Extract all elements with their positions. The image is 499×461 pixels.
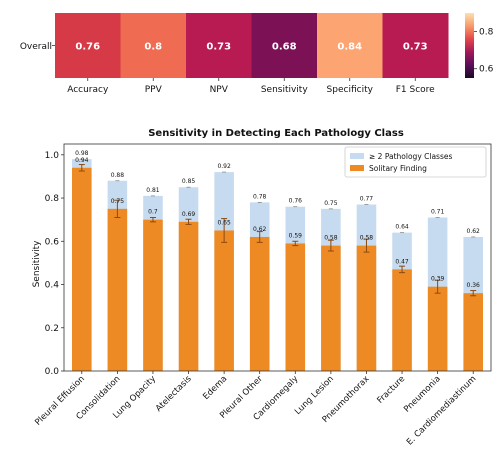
- label-solitary-atelectasis: 0.69: [182, 211, 196, 218]
- legend: ≥ 2 Pathology Classes Solitary Finding: [344, 146, 487, 178]
- bar-solitary-atelectasis: [178, 221, 199, 371]
- x-tick-label-fracture: Fracture: [375, 374, 407, 406]
- label-solitary-fracture: 0.47: [395, 258, 409, 265]
- heatmap-value-sensitivity: 0.68: [272, 42, 297, 53]
- x-tick-label-edema: Edema: [201, 374, 229, 402]
- label-multi-lung-lesion: 0.75: [324, 200, 338, 207]
- bar-solitary-lung-lesion: [321, 245, 341, 371]
- label-solitary-pleural-effusion: 0.94: [75, 157, 89, 164]
- heatmap-value-f1-score: 0.73: [403, 42, 428, 53]
- label-solitary-pneumothorax: 0.58: [360, 235, 374, 242]
- heatmap-column-label-accuracy: Accuracy: [67, 85, 109, 95]
- x-tick-label-atelectasis: Atelectasis: [154, 374, 194, 414]
- heatmap-cell-accuracy: [55, 13, 121, 78]
- y-axis-label: Sensitivity: [32, 240, 42, 288]
- y-tick-label: 1.0: [45, 151, 60, 161]
- bar-solitary-e-cardiomediastinum: [463, 293, 483, 371]
- legend-box: [344, 146, 487, 178]
- heatmap-column-label-f1-score: F1 Score: [396, 85, 435, 95]
- heatmap-column-label-specificity: Specificity: [327, 85, 374, 95]
- colorbar-gradient: [465, 13, 474, 78]
- heatmap-row-label: Overall: [20, 42, 52, 52]
- chart-title: Sensitivity in Detecting Each Pathology …: [148, 128, 404, 139]
- bar-solitary-pleural-effusion: [72, 167, 92, 371]
- label-solitary-lung-lesion: 0.58: [324, 235, 338, 242]
- label-solitary-cardiomegaly: 0.59: [289, 232, 303, 239]
- label-multi-pneumonia: 0.71: [431, 209, 445, 216]
- colorbar-tick-label: 0.6: [479, 65, 494, 75]
- label-multi-cardiomegaly: 0.76: [289, 198, 303, 205]
- label-solitary-lung-opacity: 0.7: [148, 209, 158, 216]
- label-solitary-edema: 0.65: [217, 219, 231, 226]
- heatmap-cell-ppv: [120, 13, 187, 78]
- label-solitary-e-cardiomediastinum: 0.36: [467, 282, 481, 289]
- bar-solitary-fracture: [392, 269, 412, 371]
- colorbar-tick-label: 0.8: [479, 28, 494, 38]
- heatmap-column-label-sensitivity: Sensitivity: [261, 85, 309, 95]
- heatmap-cell-f1-score: [382, 13, 449, 78]
- bar-solitary-pneumonia: [427, 286, 448, 371]
- label-multi-fracture: 0.64: [395, 224, 409, 231]
- heatmap-value-npv: 0.73: [206, 42, 231, 53]
- y-tick-label: 0.2: [45, 324, 59, 334]
- y-tick-label: 0.8: [45, 194, 60, 204]
- label-multi-edema: 0.92: [217, 163, 231, 170]
- legend-swatch-multi: [350, 153, 364, 159]
- label-multi-pleural-other: 0.78: [253, 193, 267, 200]
- heatmap-column-label-ppv: PPV: [145, 85, 163, 95]
- label-multi-pleural-effusion: 0.98: [75, 150, 89, 157]
- label-multi-lung-opacity: 0.81: [146, 187, 160, 194]
- heatmap-value-specificity: 0.84: [337, 42, 362, 53]
- label-multi-pneumothorax: 0.77: [360, 196, 374, 203]
- plot-frame: [63, 143, 492, 372]
- heatmap-value-accuracy: 0.76: [75, 42, 100, 53]
- y-tick-label: 0.0: [45, 367, 60, 377]
- bar-solitary-edema: [214, 230, 234, 371]
- y-tick-label: 0.6: [45, 237, 60, 247]
- legend-label-solitary: Solitary Finding: [369, 164, 427, 173]
- label-solitary-pneumonia: 0.39: [431, 276, 445, 283]
- label-solitary-consolidation: 0.75: [111, 198, 125, 205]
- y-tick-label: 0.4: [45, 281, 60, 291]
- heatmap-cell-npv: [186, 13, 252, 78]
- heatmap-value-ppv: 0.8: [144, 42, 162, 53]
- label-multi-atelectasis: 0.85: [182, 178, 196, 185]
- heatmap-colorbar: 0.8 0.6: [465, 13, 494, 78]
- bar-solitary-lung-opacity: [143, 219, 163, 371]
- overall-metrics-heatmap: Overall 0.76 0.8 0.73 0.68 0.84 0.73 Accuracy…: [20, 13, 494, 95]
- heatmap-cell-specificity: [317, 13, 383, 78]
- heatmap-cell-sensitivity: [251, 13, 318, 78]
- sensitivity-bar-chart: Sensitivity in Detecting Each Pathology …: [32, 128, 492, 448]
- label-solitary-pleural-other: 0.62: [253, 226, 267, 233]
- legend-swatch-solitary: [350, 165, 364, 171]
- label-multi-consolidation: 0.88: [111, 172, 125, 179]
- x-tick-label-e-cardiomediastinum: E. Cardiomediastinum: [405, 374, 478, 447]
- bar-solitary-cardiomegaly: [285, 243, 306, 371]
- bar-solitary-consolidation: [107, 208, 128, 371]
- bar-solitary-pleural-other: [249, 236, 270, 371]
- bar-solitary-pneumothorax: [356, 245, 377, 371]
- label-multi-e-cardiomediastinum: 0.62: [467, 228, 481, 235]
- legend-label-multi: ≥ 2 Pathology Classes: [369, 152, 452, 161]
- heatmap-column-label-npv: NPV: [210, 85, 229, 95]
